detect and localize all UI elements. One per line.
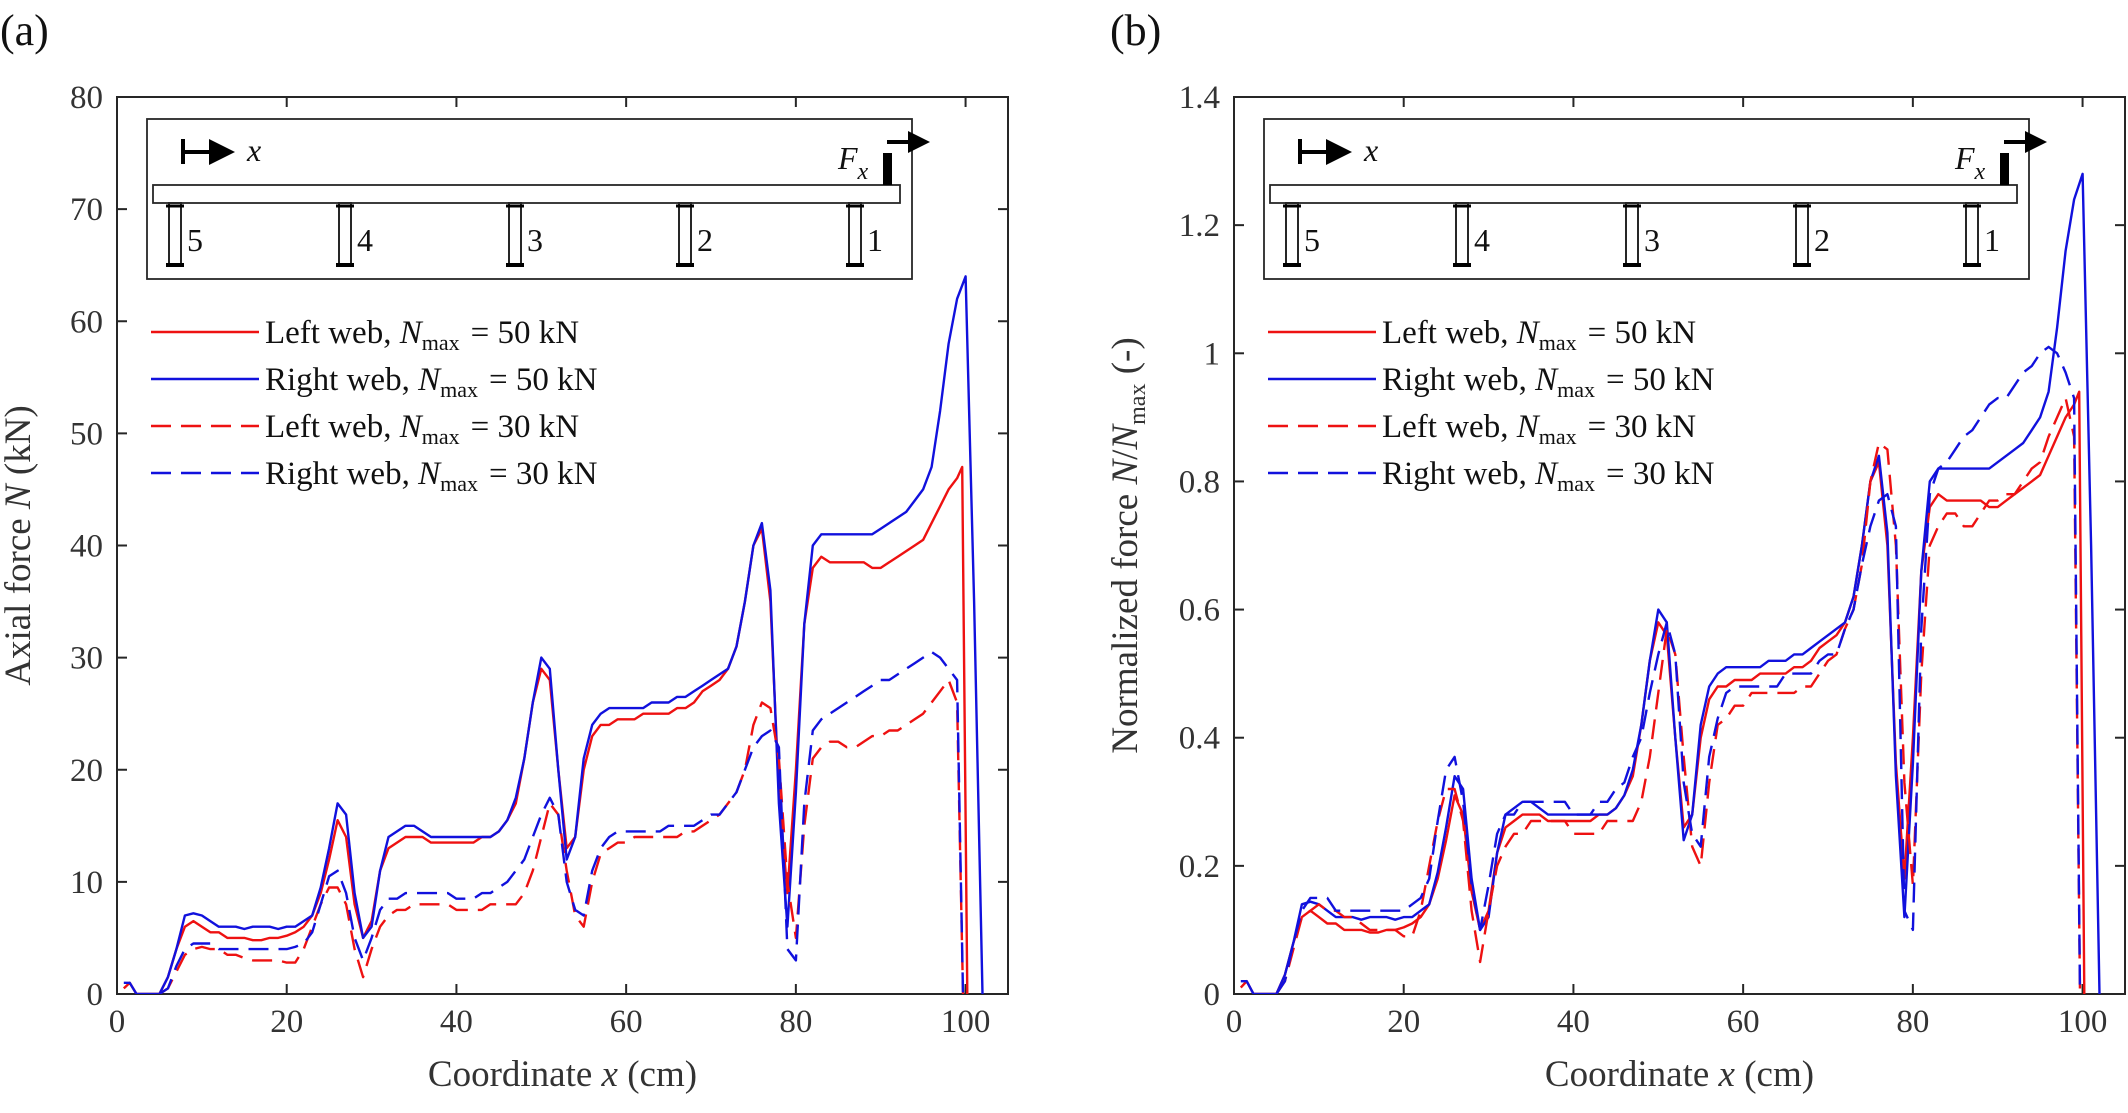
y-tick-label: 0 [87,977,104,1013]
legend-label: Left web, Nmax = 30 kN [1382,409,1696,449]
force-post [2000,153,2009,185]
support-post [678,202,692,266]
force-label: Fx [837,140,869,185]
support-label: 1 [867,222,883,258]
x-tick-label: 0 [109,1004,126,1040]
x-tick-label: 0 [1226,1004,1243,1040]
x-tick-label: 60 [1727,1004,1760,1040]
legend-label: Left web, Nmax = 50 kN [265,315,579,355]
y-tick-label: 80 [70,80,103,116]
x-tick-label: 100 [941,1004,991,1040]
support-label: 1 [1984,222,2000,258]
y-axis-title: Axial force N (kN) [0,405,39,686]
beam-schematic-inset: x Fx 5 4 3 2 1 [1263,118,2047,280]
legend-label: Right web, Nmax = 30 kN [1382,456,1715,496]
chart-panel-a: (a) 0 20 40 60 80 100 0 10 20 30 40 50 60 70 80 Coordina… [0,6,1009,1095]
y-tick-label: 60 [70,304,103,340]
series-layer [122,275,984,994]
legend-label: Right web, Nmax = 50 kN [1382,362,1715,402]
y-tick-label: 50 [70,416,103,452]
y-tick-label: 40 [70,529,103,565]
force-post [883,153,892,185]
y-tick-label: 1.4 [1179,80,1220,116]
beam-flange [152,184,901,204]
support-label: 3 [1644,222,1660,258]
legend: Left web, Nmax = 50 kN Right web, Nmax = … [151,315,598,496]
x-tick-label: 80 [1896,1004,1929,1040]
x-tick-label: 40 [440,1004,473,1040]
support-post [508,202,522,266]
support-post [1455,202,1469,266]
panel-label: (b) [1110,6,1161,55]
series-line-2 [1240,172,2101,994]
series-line-4 [158,650,965,994]
legend: Left web, Nmax = 50 kN Right web, Nmax = … [1268,315,1715,496]
x-tick-label: 20 [270,1004,303,1040]
x-axis-symbol: x [1363,132,1378,168]
beam-schematic-inset: x Fx 5 4 3 2 1 [146,118,930,280]
y-tick-label: 0.6 [1179,593,1220,629]
support-label: 5 [1304,222,1320,258]
x-tick-label: 100 [2058,1004,2108,1040]
support-label: 4 [1474,222,1490,258]
y-tick-label: 10 [70,865,103,901]
y-tick-label: 20 [70,753,103,789]
support-post [848,202,862,266]
x-axis-symbol: x [246,132,261,168]
legend-label: Left web, Nmax = 50 kN [1382,315,1696,355]
series-line-1 [1239,390,2086,994]
y-tick-label: 1 [1204,336,1221,372]
y-tick-label: 70 [70,192,103,228]
y-tick-label: 30 [70,641,103,677]
support-label: 2 [1814,222,1830,258]
x-tick-label: 80 [779,1004,812,1040]
beam-flange [1269,184,2018,204]
support-post [338,202,352,266]
series-layer [1239,172,2101,994]
series-line-1 [122,465,969,994]
legend-label: Right web, Nmax = 30 kN [265,456,598,496]
support-post [1285,202,1299,266]
legend-label: Right web, Nmax = 50 kN [265,362,598,402]
y-axis-title: Normalized force N/Nmax (-) [1105,337,1151,753]
x-axis-title: Coordinate x (cm) [1545,1054,1814,1095]
chart-panel-b: (b) 0 20 40 60 80 100 0 0.2 0.4 0.6 0.8 1 1.2 1.4 Coord… [1105,6,2126,1095]
y-tick-label: 0.8 [1179,464,1220,500]
series-line-2 [123,275,984,994]
x-tick-label: 40 [1557,1004,1590,1040]
series-line-4 [1275,345,2082,994]
support-post [168,202,182,266]
x-tick-label: 60 [610,1004,643,1040]
legend-label: Left web, Nmax = 30 kN [265,409,579,449]
force-arrow-head [908,131,930,153]
y-tick-label: 0.2 [1179,849,1220,885]
support-label: 3 [527,222,543,258]
support-post [1795,202,1809,266]
series-line-3 [158,678,965,994]
force-arrow-head [2025,131,2047,153]
x-arrow-head [1326,139,1352,165]
y-tick-label: 0.4 [1179,721,1220,757]
support-label: 5 [187,222,203,258]
support-label: 4 [357,222,373,258]
panel-label: (a) [0,6,49,55]
support-post [1625,202,1639,266]
x-axis-title: Coordinate x (cm) [428,1054,697,1095]
force-label: Fx [1954,140,1986,185]
plot-area-frame [1233,96,2126,995]
x-arrow-head [209,139,235,165]
x-tick-label: 20 [1387,1004,1420,1040]
y-tick-label: 1.2 [1179,208,1220,244]
y-tick-label: 0 [1204,977,1221,1013]
support-label: 2 [697,222,713,258]
support-post [1965,202,1979,266]
